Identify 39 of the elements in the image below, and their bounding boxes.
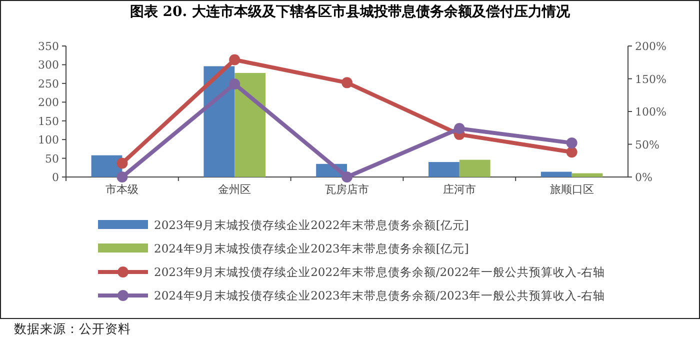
x-tick-label: 金州区 — [218, 183, 252, 196]
bar — [540, 172, 572, 177]
point — [342, 77, 352, 88]
bar — [204, 66, 235, 177]
y-tick-label: 300 — [38, 58, 59, 72]
point — [454, 123, 465, 134]
x-tick-label: 瓦房店市 — [325, 183, 369, 196]
chart-title: 图表 20. 大连市本级及下辖各区市县城投带息债务余额及偿付压力情况 — [130, 3, 572, 20]
y-tick-label: 200 — [38, 96, 59, 110]
legend-label: 2024年9月末城投债存续企业2023年末带息债务余额/2023年一般公共预算收入-右轴 — [154, 288, 605, 302]
y2-tick-label: 150% — [635, 72, 666, 86]
y-tick-label: 350 — [38, 40, 59, 53]
point — [116, 158, 128, 169]
point — [229, 78, 240, 90]
y-tick-label: 0 — [52, 171, 59, 184]
bar — [428, 162, 460, 177]
y-tick-label: 100 — [38, 134, 59, 147]
bar — [234, 72, 266, 177]
y2-tick-label: 200% — [635, 40, 666, 53]
x-tick-label: 旅顺口区 — [550, 183, 594, 196]
point — [566, 137, 578, 148]
y2-tick-label: 0% — [635, 171, 652, 184]
x-tick-label: 市本级 — [106, 183, 139, 196]
bar — [572, 173, 603, 177]
legend-label: 2024年9月末城投债存续企业2023年末带息债务余额[亿元] — [154, 242, 469, 256]
y2-tick-label: 50% — [635, 138, 660, 152]
point — [566, 146, 578, 158]
source-note: 数据来源：公开资料 — [14, 321, 131, 336]
x-tick-label: 庄河市 — [442, 183, 476, 196]
point — [229, 54, 240, 66]
y2-tick-label: 100% — [635, 106, 666, 118]
point — [342, 172, 352, 182]
point — [116, 172, 128, 182]
bar — [459, 160, 490, 177]
y-tick-label: 150 — [38, 114, 59, 128]
legend-label: 2023年9月末城投债存续企业2022年末带息债务余额[亿元] — [154, 218, 469, 232]
legend-label: 2023年9月末城投债存续企业2022年末带息债务余额/2022年一般公共预算收入-右轴 — [154, 265, 605, 279]
y-tick-label: 250 — [38, 77, 59, 90]
y-tick-label: 50 — [45, 152, 59, 166]
